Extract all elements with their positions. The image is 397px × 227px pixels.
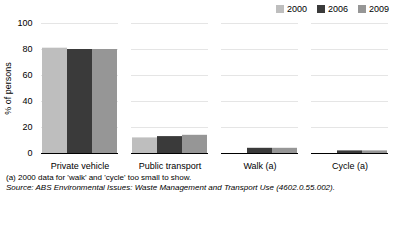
svg-text:Public transport: Public transport bbox=[139, 161, 202, 171]
svg-text:Walk (a): Walk (a) bbox=[243, 161, 276, 171]
html-text:2006: 2006 bbox=[327, 4, 348, 14]
svg-text:20: 20 bbox=[22, 122, 32, 132]
svg-text:Cycle (a): Cycle (a) bbox=[332, 161, 368, 171]
html-text:Source: ABS Environmental Issu: Source: ABS Environmental Issues: Waste … bbox=[6, 183, 335, 192]
svg-text:100: 100 bbox=[17, 18, 32, 28]
html-text:2000: 2000 bbox=[286, 4, 307, 14]
html-text:2009: 2009 bbox=[369, 4, 389, 14]
html-text:(a) 2000 data for 'walk' and ': (a) 2000 data for 'walk' and 'cycle' too… bbox=[6, 173, 192, 182]
svg-text:60: 60 bbox=[22, 70, 32, 80]
svg-text:Private vehicle: Private vehicle bbox=[51, 161, 110, 171]
svg-text:80: 80 bbox=[22, 44, 32, 54]
svg-text:% of persons: % of persons bbox=[3, 62, 13, 115]
svg-text:0: 0 bbox=[27, 148, 32, 158]
svg-text:40: 40 bbox=[22, 96, 32, 106]
